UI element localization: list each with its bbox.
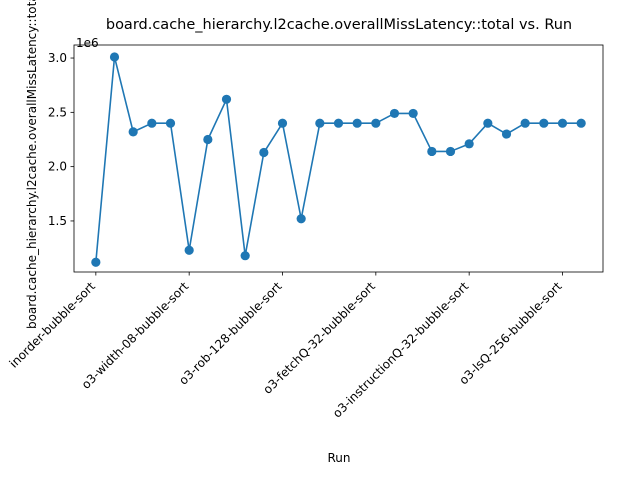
y-offset-label: 1e6: [76, 36, 99, 50]
plot-frame: [73, 44, 604, 273]
y-tick-label: 3.0: [48, 51, 67, 65]
data-point: [445, 146, 456, 157]
data-point: [371, 118, 381, 128]
data-point: [352, 118, 362, 128]
data-point: [408, 108, 418, 119]
data-point: [259, 147, 269, 158]
data-point: [91, 257, 101, 267]
chart-title: board.cache_hierarchy.l2cache.overallMis…: [106, 17, 572, 33]
data-point: [333, 118, 344, 128]
data-point: [221, 94, 232, 104]
y-tick-label: 1.5: [48, 214, 67, 228]
data-point: [203, 134, 213, 145]
data-point: [109, 52, 120, 62]
data-point: [128, 127, 138, 137]
x-axis-label: Run: [327, 451, 350, 465]
data-point: [501, 129, 512, 139]
y-axis-label: board.cache_hierarchy.l2cache.overallMis…: [25, 0, 39, 329]
data-point: [427, 146, 437, 157]
data-point: [520, 118, 530, 128]
data-point: [557, 118, 568, 128]
data-point: [296, 214, 306, 224]
data-point: [147, 118, 157, 128]
data-point: [539, 118, 549, 128]
data-point: [483, 118, 493, 128]
data-point: [576, 118, 586, 128]
data-point: [389, 108, 400, 119]
data-point: [184, 245, 194, 255]
data-point: [240, 251, 250, 261]
data-point: [315, 118, 325, 128]
data-point: [464, 139, 474, 149]
data-point: [277, 118, 288, 128]
y-tick-label: 2.0: [48, 160, 67, 174]
data-point: [165, 118, 176, 128]
y-tick-label: 2.5: [48, 105, 67, 119]
